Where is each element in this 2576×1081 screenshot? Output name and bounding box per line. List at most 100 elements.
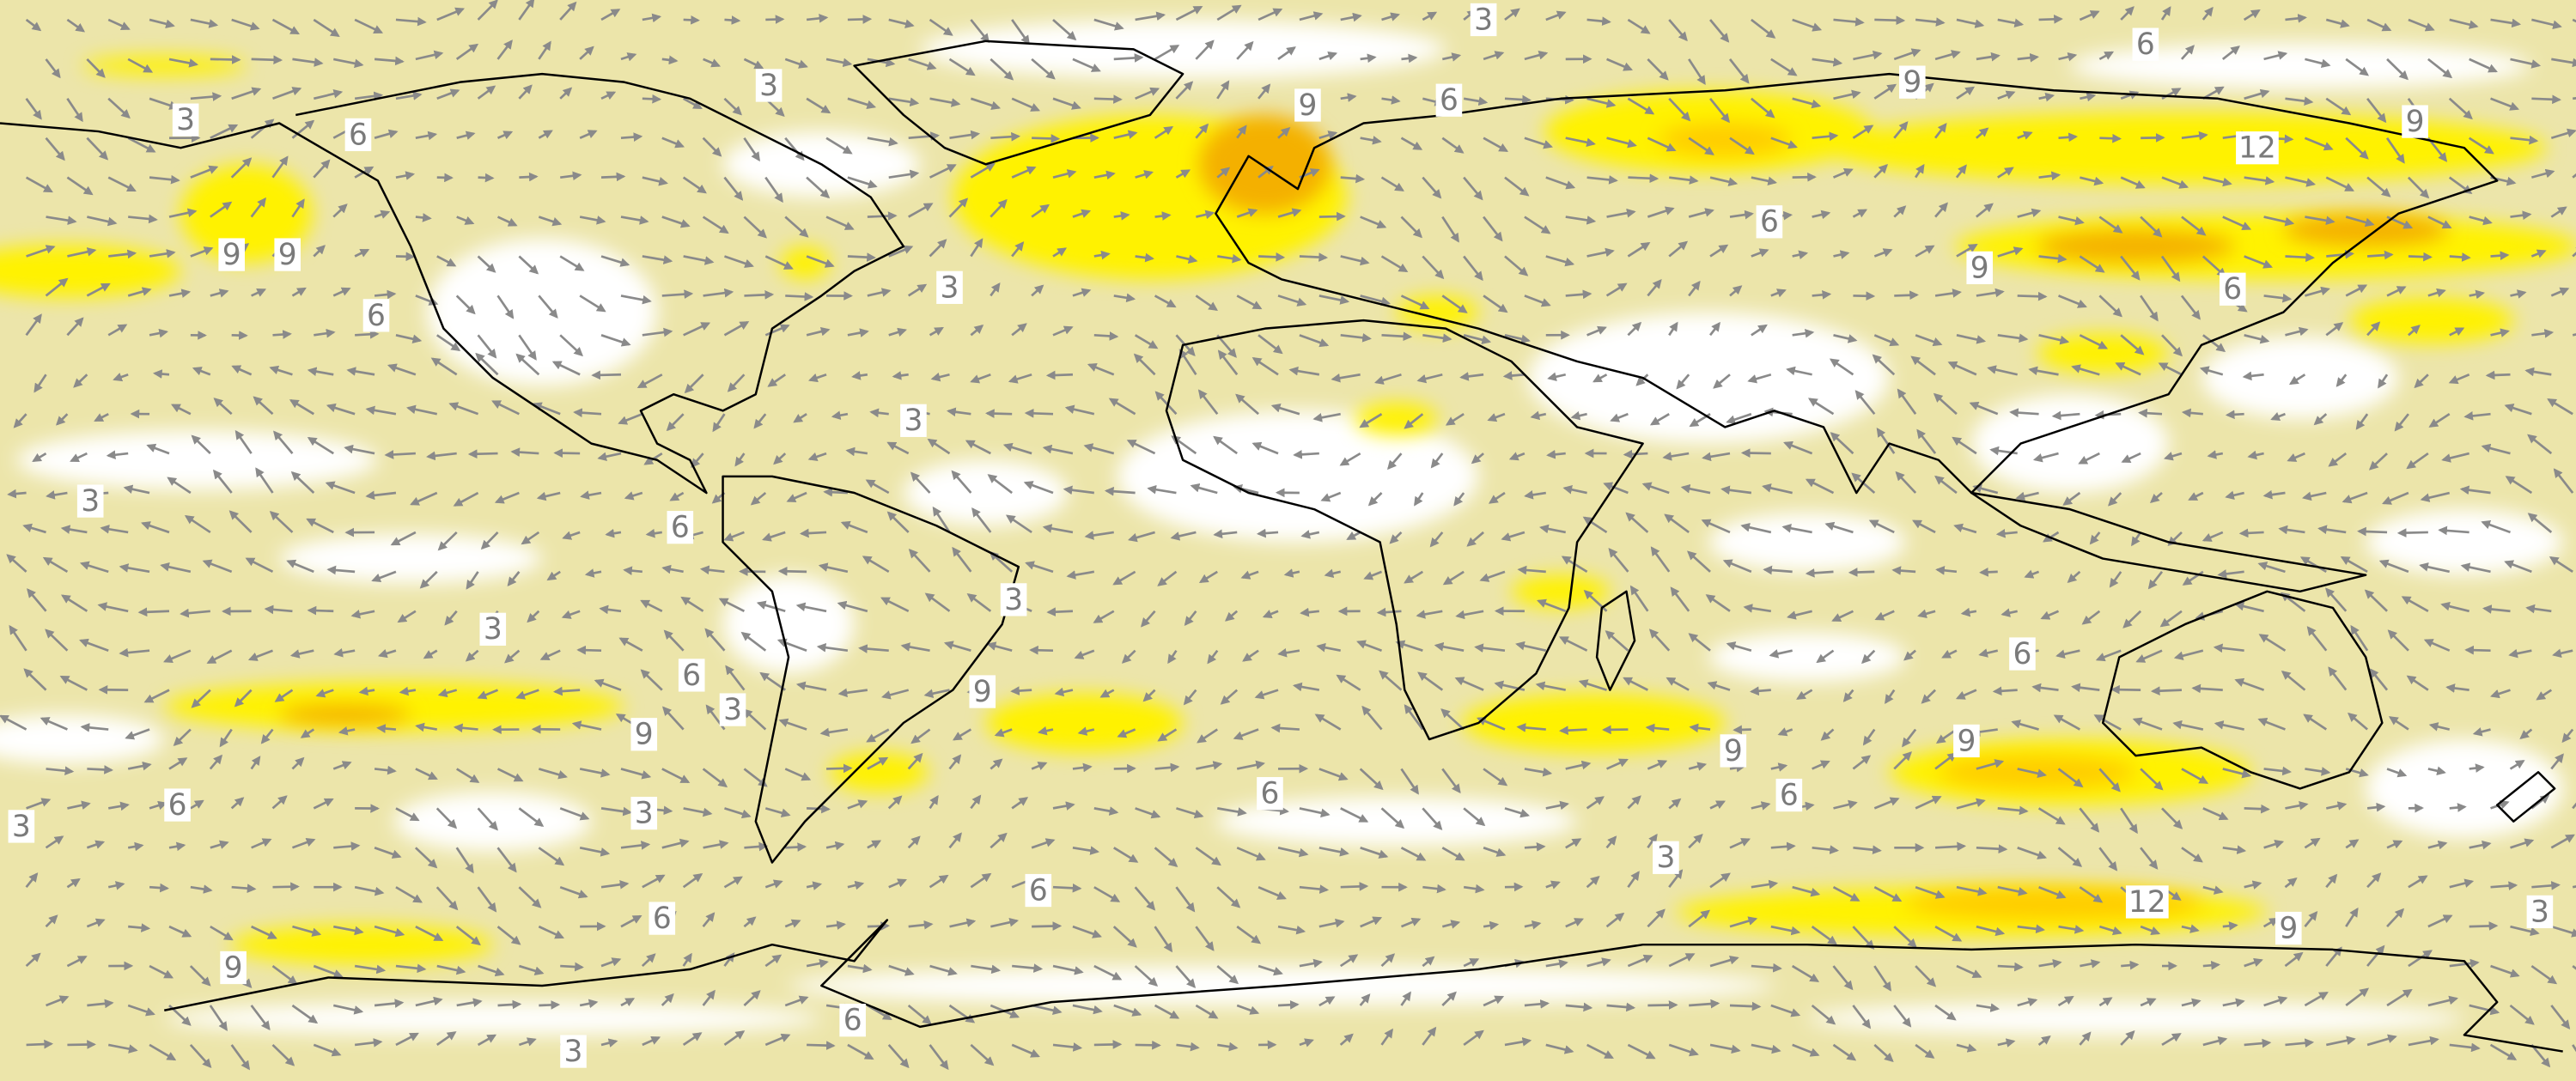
wind-arrow — [888, 18, 915, 28]
wind-arrow — [1997, 246, 2024, 258]
wind-arrow — [1031, 203, 1050, 218]
wind-arrow — [1570, 410, 1587, 421]
wind-arrow — [66, 317, 84, 337]
wind-arrow — [1852, 209, 1868, 218]
wind-arrow — [1127, 531, 1155, 543]
wind-arrow — [971, 507, 992, 533]
wind-arrow — [1126, 439, 1156, 455]
wind-arrow — [1483, 295, 1508, 313]
wind-arrow — [1805, 478, 1835, 495]
wind-arrow — [591, 370, 622, 380]
wind-arrow — [1400, 216, 1423, 239]
wind-arrow — [2199, 366, 2224, 376]
wind-arrow — [1956, 18, 1985, 28]
contour-label: 9 — [1970, 251, 1989, 285]
wind-arrow — [683, 322, 711, 337]
wind-arrow — [291, 287, 307, 297]
wind-arrow — [1135, 170, 1154, 179]
wind-arrow — [661, 137, 685, 149]
wind-arrow — [702, 216, 729, 234]
wind-arrow — [2149, 491, 2163, 504]
wind-arrow — [2510, 135, 2539, 145]
wind-arrow — [1770, 58, 1798, 76]
wind-arrow — [669, 491, 685, 501]
wind-arrow — [536, 491, 561, 501]
wind-arrow — [456, 216, 475, 225]
wind-arrow — [2510, 58, 2542, 69]
wind-arrow — [2427, 58, 2453, 79]
wind-arrow — [1376, 607, 1402, 617]
wind-arrow — [2288, 373, 2306, 386]
wind-arrow — [2485, 370, 2511, 380]
wind-arrow — [86, 58, 106, 78]
wind-arrow — [455, 43, 479, 60]
wind-arrow — [170, 404, 192, 416]
wind-arrow — [273, 430, 294, 454]
wind-arrow — [661, 216, 691, 228]
wind-arrow — [826, 763, 853, 774]
wind-arrow — [2015, 491, 2039, 501]
wind-arrow — [1504, 94, 1532, 105]
wind-arrow — [1359, 413, 1383, 428]
wind-arrow — [231, 365, 253, 376]
wind-arrow — [1751, 248, 1769, 258]
wind-arrow — [1976, 127, 1989, 139]
wind-arrow — [510, 447, 539, 457]
wind-arrow — [1011, 19, 1030, 46]
wind-arrow — [786, 491, 807, 503]
wind-arrow — [1052, 883, 1082, 893]
wind-arrow — [799, 528, 827, 538]
contour-label: 3 — [12, 810, 31, 844]
wind-arrow — [2098, 216, 2123, 234]
wind-arrow — [1459, 372, 1484, 381]
wind-arrow — [2238, 528, 2264, 538]
wind-arrow — [2032, 452, 2059, 463]
wind-arrow — [1113, 211, 1130, 221]
wind-arrow — [25, 18, 42, 32]
wind-arrow — [1422, 255, 1445, 280]
wind-arrow — [1005, 514, 1032, 534]
wind-arrow — [42, 556, 69, 574]
wind-arrow — [2325, 18, 2350, 28]
wind-arrow — [2017, 291, 2048, 301]
wind-arrow — [951, 470, 972, 494]
wind-arrow — [491, 400, 520, 416]
wind-arrow — [1668, 240, 1689, 258]
wind-arrow — [149, 328, 169, 338]
wind-arrow — [436, 334, 461, 351]
wind-arrow — [496, 295, 515, 319]
wind-arrow — [26, 245, 56, 258]
wind-arrow — [869, 408, 889, 418]
wind-arrow — [7, 489, 27, 499]
wind-arrow — [1052, 18, 1077, 41]
wind-arrow — [477, 0, 498, 21]
wind-arrow — [2469, 216, 2493, 226]
wind-arrow — [1676, 373, 1690, 390]
wind-arrow — [515, 353, 540, 376]
wind-arrow — [929, 239, 947, 258]
wind-arrow — [87, 765, 114, 774]
wind-arrow — [289, 399, 315, 416]
wind-arrow — [1176, 254, 1198, 264]
wind-arrow — [553, 448, 581, 459]
wind-arrow — [86, 137, 109, 161]
wind-arrow — [1792, 97, 1822, 109]
wind-arrow — [313, 245, 326, 258]
wind-arrow — [1154, 211, 1172, 221]
wind-arrow — [1299, 11, 1324, 21]
wind-arrow — [1251, 357, 1279, 376]
wind-arrow — [1046, 607, 1074, 617]
wind-arrow — [2079, 255, 2105, 273]
wind-arrow — [25, 313, 42, 337]
wind-arrow — [1312, 412, 1341, 422]
wind-arrow — [538, 40, 551, 60]
wind-arrow — [1872, 354, 1896, 376]
wind-arrow — [990, 58, 1014, 81]
wind-arrow — [1989, 446, 2018, 456]
wind-arrow — [2244, 176, 2275, 185]
wind-arrow — [2345, 284, 2368, 297]
wind-arrow — [1024, 409, 1054, 418]
wind-arrow — [1955, 164, 1967, 179]
